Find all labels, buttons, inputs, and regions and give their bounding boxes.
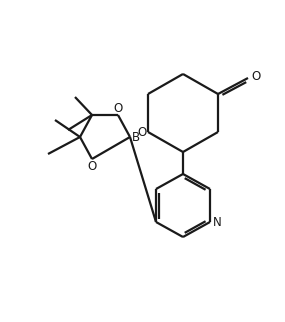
Text: O: O: [87, 159, 97, 173]
Text: N: N: [213, 215, 221, 229]
Text: O: O: [137, 126, 146, 138]
Text: O: O: [251, 70, 260, 82]
Text: O: O: [113, 101, 123, 115]
Text: B: B: [132, 130, 140, 144]
